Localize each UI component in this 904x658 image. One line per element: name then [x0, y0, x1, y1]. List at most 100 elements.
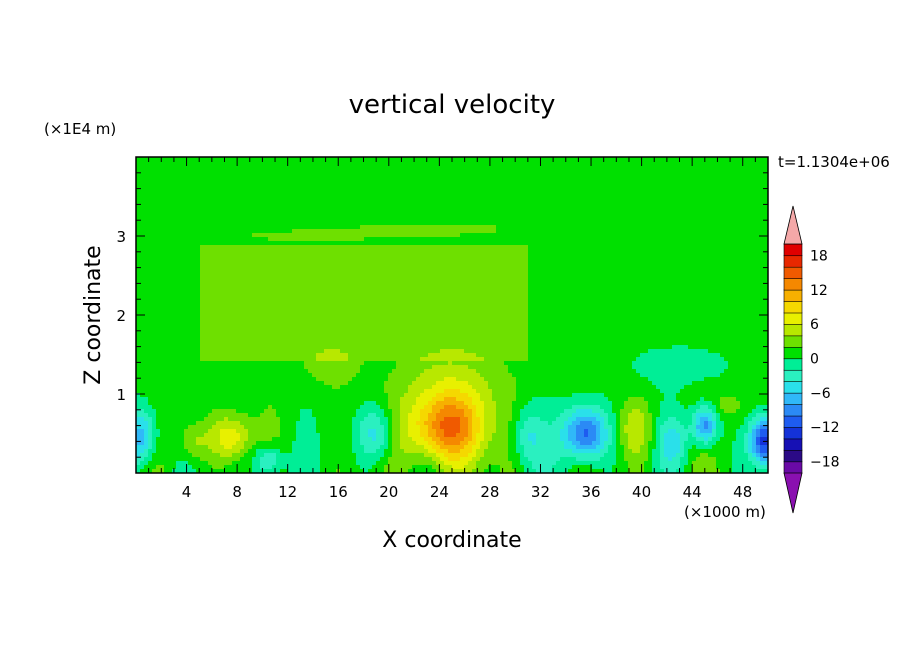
contour-cell — [404, 161, 409, 166]
contour-cell — [304, 273, 309, 278]
contour-cell — [192, 209, 197, 214]
contour-cell — [764, 257, 768, 262]
contour-cell — [380, 253, 385, 258]
contour-cell — [520, 249, 525, 254]
contour-cell — [752, 173, 757, 178]
contour-cell — [268, 201, 273, 206]
contour-cell — [136, 277, 141, 282]
contour-cell — [712, 189, 717, 194]
contour-cell — [484, 205, 489, 210]
contour-cell — [632, 225, 637, 230]
contour-cell — [600, 269, 605, 274]
contour-cell — [376, 265, 381, 270]
contour-cell — [548, 265, 553, 270]
contour-cell — [572, 269, 577, 274]
contour-cell — [168, 213, 173, 218]
contour-cell — [560, 185, 565, 190]
contour-cell — [520, 245, 525, 250]
contour-cell — [704, 277, 709, 282]
contour-cell — [204, 173, 209, 178]
contour-cell — [204, 217, 209, 222]
contour-cell — [244, 185, 249, 190]
contour-cell — [204, 273, 209, 278]
contour-cell — [292, 197, 297, 202]
contour-cell — [576, 177, 581, 182]
contour-cell — [300, 233, 305, 238]
contour-cell — [464, 265, 469, 270]
contour-cell — [268, 265, 273, 270]
contour-cell — [288, 229, 293, 234]
contour-cell — [524, 229, 529, 234]
contour-cell — [300, 221, 305, 226]
contour-cell — [452, 265, 457, 270]
contour-cell — [296, 265, 301, 270]
contour-cell — [488, 241, 493, 246]
contour-cell — [216, 157, 221, 162]
contour-cell — [216, 277, 221, 282]
contour-cell — [428, 261, 433, 266]
contour-cell — [720, 225, 725, 230]
contour-cell — [424, 241, 429, 246]
contour-cell — [596, 245, 601, 250]
contour-cell — [236, 201, 241, 206]
contour-cell — [704, 157, 709, 162]
contour-cell — [264, 265, 269, 270]
contour-cell — [440, 225, 445, 230]
contour-cell — [284, 161, 289, 166]
contour-cell — [224, 181, 229, 186]
contour-cell — [672, 209, 677, 214]
contour-cell — [212, 169, 217, 174]
contour-cell — [640, 209, 645, 214]
contour-cell — [728, 265, 733, 270]
contour-cell — [672, 173, 677, 178]
contour-cell — [276, 273, 281, 278]
contour-cell — [596, 197, 601, 202]
contour-cell — [736, 205, 741, 210]
contour-cell — [140, 209, 145, 214]
contour-cell — [324, 241, 329, 246]
contour-cell — [600, 245, 605, 250]
contour-cell — [472, 169, 477, 174]
contour-cell — [356, 201, 361, 206]
contour-cell — [272, 173, 277, 178]
contour-cell — [744, 261, 749, 266]
contour-cell — [372, 273, 377, 278]
contour-cell — [444, 201, 449, 206]
contour-cell — [416, 185, 421, 190]
contour-cell — [408, 221, 413, 226]
contour-cell — [336, 169, 341, 174]
contour-cell — [528, 265, 533, 270]
contour-cell — [404, 277, 409, 282]
contour-cell — [268, 229, 273, 234]
contour-cell — [364, 229, 369, 234]
contour-cell — [736, 233, 741, 238]
contour-cell — [676, 197, 681, 202]
contour-cell — [632, 245, 637, 250]
contour-cell — [524, 169, 529, 174]
contour-cell — [460, 169, 465, 174]
contour-cell — [544, 257, 549, 262]
contour-cell — [744, 189, 749, 194]
contour-cell — [320, 201, 325, 206]
contour-cell — [764, 229, 768, 234]
contour-cell — [356, 213, 361, 218]
contour-cell — [216, 169, 221, 174]
contour-cell — [584, 177, 589, 182]
contour-cell — [256, 257, 261, 262]
contour-cell — [560, 209, 565, 214]
contour-cell — [268, 241, 273, 246]
contour-cell — [136, 257, 141, 262]
contour-cell — [308, 241, 313, 246]
contour-cell — [720, 169, 725, 174]
contour-cell — [512, 169, 517, 174]
contour-cell — [272, 201, 277, 206]
contour-cell — [584, 265, 589, 270]
contour-cell — [364, 205, 369, 210]
contour-cell — [424, 265, 429, 270]
contour-cell — [540, 221, 545, 226]
contour-cell — [228, 169, 233, 174]
contour-cell — [284, 205, 289, 210]
contour-cell — [444, 281, 449, 286]
contour-cell — [276, 281, 281, 286]
contour-cell — [296, 233, 301, 238]
